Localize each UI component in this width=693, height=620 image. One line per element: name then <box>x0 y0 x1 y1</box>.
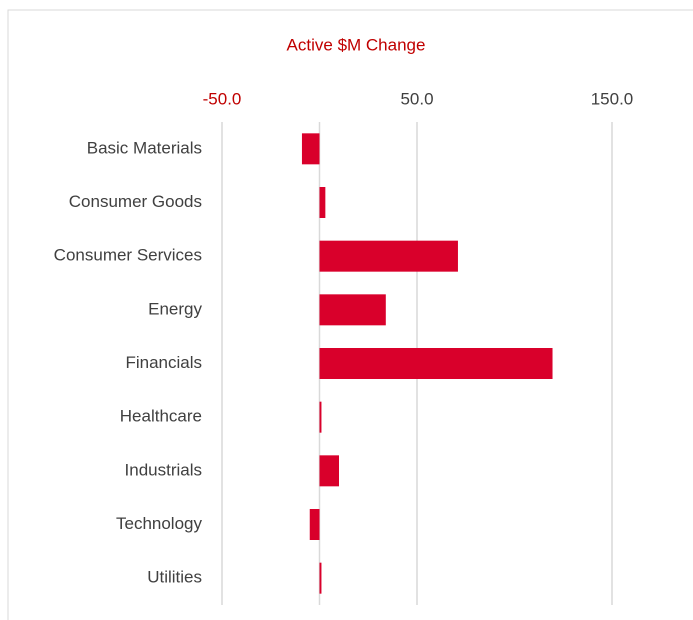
bar <box>319 401 322 433</box>
bar <box>319 455 339 487</box>
bar <box>319 294 386 326</box>
y-tick-label: Basic Materials <box>87 138 202 157</box>
x-tick-label: 50.0 <box>400 89 433 108</box>
chart-frame <box>7 9 693 620</box>
bar <box>319 187 326 218</box>
y-tick-label: Industrials <box>125 460 202 479</box>
y-tick-label: Technology <box>116 514 203 533</box>
x-tick-label: 150.0 <box>591 89 634 108</box>
bar <box>309 509 320 540</box>
chart-title: Active $M Change <box>287 35 426 54</box>
x-tick-label: -50.0 <box>203 89 242 108</box>
y-tick-label: Energy <box>148 299 202 318</box>
bar <box>301 133 320 165</box>
y-tick-label: Healthcare <box>120 407 202 426</box>
bar <box>319 240 458 272</box>
bar <box>319 348 553 379</box>
bar <box>319 562 322 594</box>
y-tick-label: Financials <box>125 353 202 372</box>
y-tick-label: Consumer Services <box>54 246 202 265</box>
y-tick-label: Utilities <box>147 568 202 587</box>
y-tick-label: Consumer Goods <box>69 192 202 211</box>
